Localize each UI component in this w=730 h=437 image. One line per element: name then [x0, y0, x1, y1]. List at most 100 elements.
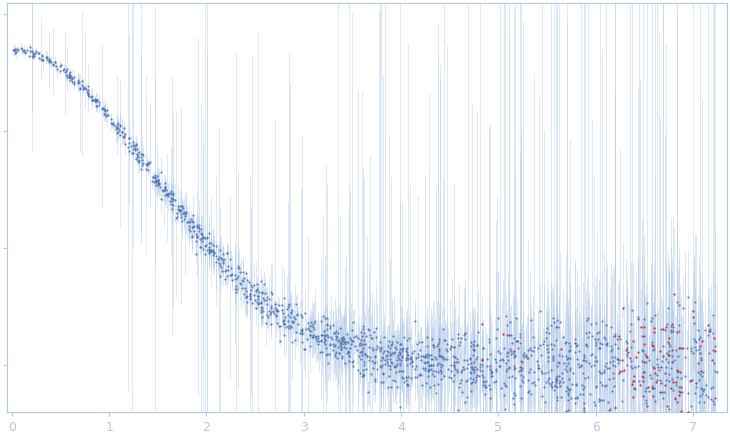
- Point: [538, 384, 550, 391]
- Point: [111, 124, 123, 131]
- Point: [163, 190, 174, 197]
- Point: [365, 334, 377, 341]
- Point: [385, 359, 397, 366]
- Point: [335, 346, 347, 353]
- Point: [585, 352, 597, 359]
- Point: [383, 349, 395, 356]
- Point: [477, 320, 488, 327]
- Point: [324, 323, 336, 329]
- Point: [331, 333, 343, 340]
- Point: [396, 341, 407, 348]
- Point: [324, 324, 336, 331]
- Point: [381, 359, 393, 366]
- Point: [445, 374, 457, 381]
- Point: [177, 218, 188, 225]
- Point: [296, 329, 308, 336]
- Point: [669, 396, 680, 403]
- Point: [282, 317, 293, 324]
- Point: [485, 370, 497, 377]
- Point: [78, 85, 90, 92]
- Point: [570, 342, 582, 349]
- Point: [397, 367, 409, 374]
- Point: [402, 361, 413, 368]
- Point: [699, 385, 710, 392]
- Point: [157, 187, 169, 194]
- Point: [501, 365, 512, 372]
- Point: [307, 323, 319, 330]
- Point: [610, 354, 621, 361]
- Point: [423, 366, 435, 373]
- Point: [551, 377, 563, 384]
- Point: [508, 362, 520, 369]
- Point: [580, 342, 591, 349]
- Point: [451, 356, 463, 363]
- Point: [310, 336, 321, 343]
- Point: [675, 345, 686, 352]
- Point: [464, 368, 476, 375]
- Point: [319, 341, 331, 348]
- Point: [272, 319, 283, 326]
- Point: [141, 165, 153, 172]
- Point: [277, 302, 288, 309]
- Point: [137, 150, 148, 157]
- Point: [174, 203, 185, 210]
- Point: [506, 372, 518, 379]
- Point: [427, 361, 439, 368]
- Point: [186, 218, 198, 225]
- Point: [650, 397, 661, 404]
- Point: [410, 362, 422, 369]
- Point: [663, 405, 675, 412]
- Point: [396, 353, 408, 360]
- Point: [425, 361, 437, 368]
- Point: [394, 359, 406, 366]
- Point: [505, 351, 517, 358]
- Point: [266, 291, 278, 298]
- Point: [599, 362, 611, 369]
- Point: [273, 323, 285, 329]
- Point: [453, 384, 465, 391]
- Point: [440, 345, 452, 352]
- Point: [638, 316, 650, 323]
- Point: [632, 363, 644, 370]
- Point: [247, 281, 259, 288]
- Point: [245, 292, 256, 299]
- Point: [629, 385, 640, 392]
- Point: [657, 353, 669, 360]
- Point: [702, 322, 714, 329]
- Point: [334, 350, 345, 357]
- Point: [296, 327, 307, 334]
- Point: [510, 315, 522, 322]
- Point: [510, 392, 521, 399]
- Point: [674, 388, 685, 395]
- Point: [150, 177, 161, 184]
- Point: [420, 379, 432, 386]
- Point: [663, 377, 675, 384]
- Point: [616, 413, 628, 420]
- Point: [255, 309, 267, 316]
- Point: [105, 119, 117, 126]
- Point: [334, 342, 345, 349]
- Point: [518, 373, 529, 380]
- Point: [361, 353, 372, 360]
- Point: [439, 336, 451, 343]
- Point: [494, 356, 506, 363]
- Point: [627, 337, 639, 344]
- Point: [435, 352, 447, 359]
- Point: [485, 373, 497, 380]
- Point: [12, 46, 24, 53]
- Point: [377, 350, 389, 357]
- Point: [296, 327, 308, 334]
- Point: [465, 369, 477, 376]
- Point: [472, 329, 484, 336]
- Point: [605, 347, 617, 354]
- Point: [483, 381, 495, 388]
- Point: [611, 336, 623, 343]
- Point: [428, 382, 439, 388]
- Point: [466, 375, 478, 382]
- Point: [536, 369, 548, 376]
- Point: [588, 361, 599, 368]
- Point: [491, 326, 503, 333]
- Point: [335, 343, 347, 350]
- Point: [329, 329, 341, 336]
- Point: [128, 150, 139, 157]
